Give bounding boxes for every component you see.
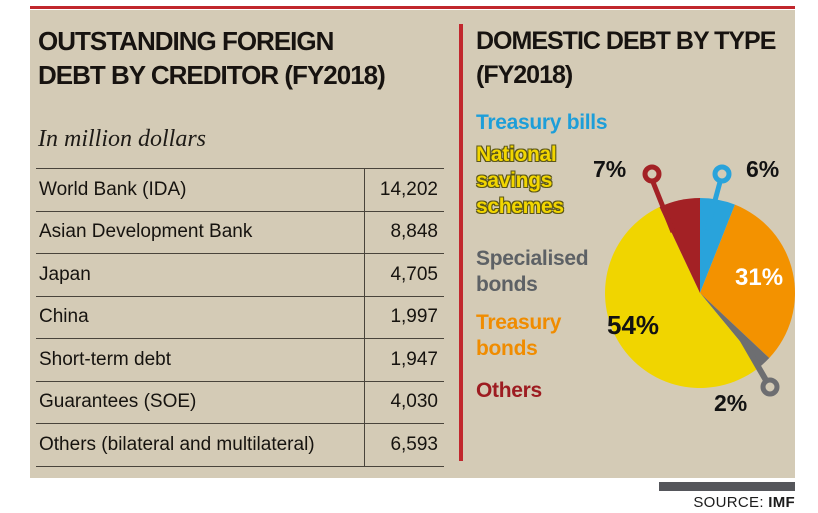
legend-line: Treasury bills xyxy=(476,111,608,134)
legend-treasury-bills: Treasury bills xyxy=(476,110,608,136)
source-divider-bar xyxy=(659,482,795,491)
creditor-label: China xyxy=(39,306,89,328)
creditor-label: Others (bilateral and multilateral) xyxy=(39,433,315,455)
pie-slice-treasury-bonds xyxy=(700,204,795,359)
pie-slice-national-savings-schemes xyxy=(605,207,761,388)
domestic-debt-pie-chart xyxy=(605,164,795,397)
legend-line: Treasury xyxy=(476,311,562,334)
left-panel-title: OUTSTANDING FOREIGN DEBT BY CREDITOR (FY2… xyxy=(38,24,458,92)
callout-line-treasury-bills xyxy=(704,181,723,231)
text-line: DOMESTIC DEBT BY TYPE xyxy=(476,27,776,55)
creditor-label: Guarantees (SOE) xyxy=(39,391,197,413)
text-line: DEBT BY CREDITOR (FY2018) xyxy=(38,60,386,90)
callout-marker-specialised-bonds-icon xyxy=(760,377,780,397)
creditor-value: 4,030 xyxy=(364,381,444,423)
legend-line: Others xyxy=(476,379,542,402)
table-row: Others (bilateral and multilateral) 6,593 xyxy=(36,424,444,467)
table-units-subtitle: In million dollars xyxy=(38,126,207,152)
creditor-label: Japan xyxy=(39,263,91,285)
callout-line-others xyxy=(650,181,676,233)
legend-line: Specialised xyxy=(476,247,589,270)
legend-line: bonds xyxy=(476,273,538,296)
legend-specialised-bonds: Specialised bonds xyxy=(476,246,589,298)
creditor-value: 6,593 xyxy=(364,424,444,466)
pie-label-treasury-bills: 6% xyxy=(746,156,780,182)
pie-label-treasury-bonds: 31% xyxy=(735,264,784,291)
callout-marker-others-icon xyxy=(642,164,662,184)
table-row: Guarantees (SOE) 4,030 xyxy=(36,381,444,424)
text-line: OUTSTANDING FOREIGN xyxy=(38,26,334,56)
source-label: SOURCE: xyxy=(693,494,764,511)
callout-marker-treasury-bills-icon xyxy=(712,164,732,184)
vertical-red-divider xyxy=(459,24,463,461)
legend-line: National xyxy=(476,143,557,166)
source-value: IMF xyxy=(768,494,795,511)
creditor-label: World Bank (IDA) xyxy=(39,178,187,200)
legend-others: Others xyxy=(476,378,542,404)
creditor-label: Short-term debt xyxy=(39,348,171,370)
table-row: Short-term debt 1,947 xyxy=(36,339,444,382)
creditor-value: 14,202 xyxy=(364,169,444,211)
pie-label-specialised-bonds: 2% xyxy=(714,390,748,416)
creditor-label: Asian Development Bank xyxy=(39,221,253,243)
table-row: World Bank (IDA) 14,202 xyxy=(36,169,444,212)
pie-slices xyxy=(605,198,795,388)
right-panel-title: DOMESTIC DEBT BY TYPE (FY2018) xyxy=(476,24,796,92)
pie-slice-specialised-bonds xyxy=(700,293,770,367)
creditor-value: 8,848 xyxy=(364,211,444,253)
creditor-value: 1,997 xyxy=(364,296,444,338)
source-attribution: SOURCE: IMF xyxy=(693,494,795,511)
legend-treasury-bonds: Treasury bonds xyxy=(476,310,561,362)
creditor-table: World Bank (IDA) 14,202 Asian Development … xyxy=(36,168,444,467)
legend-line: savings xyxy=(476,169,553,192)
table-row: Asian Development Bank 8,848 xyxy=(36,211,444,254)
top-red-rule xyxy=(30,6,795,9)
legend-line: schemes xyxy=(476,195,564,218)
creditor-value: 4,705 xyxy=(364,254,444,296)
legend-national-savings-schemes: National savings schemes xyxy=(476,142,564,220)
pie-label-national-savings-schemes: 54% xyxy=(607,310,660,340)
text-line: (FY2018) xyxy=(476,61,573,89)
callout-line-specialised-bonds xyxy=(738,335,770,384)
table-row: China 1,997 xyxy=(36,296,444,339)
creditor-value: 1,947 xyxy=(364,339,444,381)
pie-label-others: 7% xyxy=(593,156,627,182)
table-row: Japan 4,705 xyxy=(36,254,444,297)
legend-line: bonds xyxy=(476,337,538,360)
